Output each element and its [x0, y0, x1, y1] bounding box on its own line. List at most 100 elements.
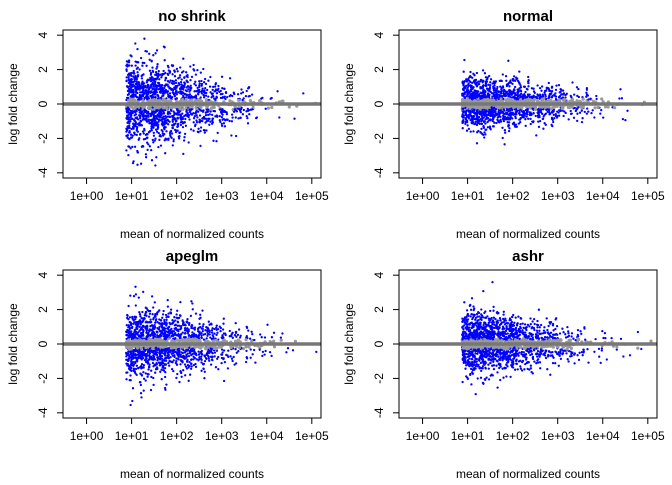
data-point — [129, 147, 131, 149]
data-point — [464, 80, 466, 82]
data-point — [520, 90, 522, 92]
data-point — [519, 84, 521, 86]
data-point — [182, 369, 184, 371]
data-point — [216, 324, 218, 326]
data-point — [478, 83, 480, 85]
data-point — [495, 108, 497, 110]
data-point — [468, 80, 470, 82]
data-point — [207, 95, 209, 97]
data-point — [168, 121, 170, 123]
data-point — [495, 91, 497, 93]
data-point — [184, 374, 186, 376]
y-tick-label: 4 — [36, 32, 50, 39]
data-point — [513, 75, 515, 77]
data-point — [217, 85, 219, 87]
data-point — [160, 144, 162, 146]
data-point — [143, 92, 145, 94]
data-point — [548, 108, 550, 110]
data-point — [176, 68, 178, 70]
data-point — [540, 90, 542, 92]
data-point — [251, 331, 253, 333]
data-point — [211, 123, 213, 125]
data-point — [148, 334, 150, 336]
data-point — [139, 133, 141, 135]
data-point — [480, 131, 482, 133]
data-point — [143, 85, 145, 87]
data-point — [162, 352, 164, 354]
data-point — [167, 362, 169, 364]
data-point — [512, 113, 514, 115]
data-point — [150, 358, 152, 360]
data-point — [215, 140, 217, 142]
data-point — [195, 366, 197, 368]
data-point — [175, 360, 177, 362]
data-point — [259, 333, 261, 335]
data-point — [152, 141, 154, 143]
data-point — [202, 94, 204, 96]
data-point — [186, 321, 188, 323]
data-point — [221, 125, 223, 127]
data-point — [206, 337, 208, 339]
data-point — [132, 323, 134, 325]
data-point — [182, 116, 184, 118]
data-point — [234, 348, 236, 350]
data-point — [488, 90, 490, 92]
data-point — [171, 319, 173, 321]
data-point — [247, 345, 250, 348]
data-point — [154, 52, 156, 54]
data-point — [148, 310, 150, 312]
data-point — [167, 312, 169, 314]
data-point — [520, 117, 522, 119]
data-point — [193, 90, 195, 92]
data-point — [190, 315, 192, 317]
data-point — [494, 97, 496, 99]
data-point — [243, 109, 245, 111]
data-point — [198, 80, 200, 82]
data-point — [158, 70, 160, 72]
data-point — [151, 159, 153, 161]
data-point — [146, 79, 148, 81]
data-point — [144, 109, 146, 111]
data-point — [490, 98, 493, 101]
data-point — [205, 114, 207, 116]
data-point — [134, 329, 136, 331]
data-point — [168, 111, 170, 113]
data-point — [247, 329, 249, 331]
data-point — [192, 68, 194, 70]
data-point — [156, 367, 158, 369]
data-point — [213, 332, 215, 334]
data-point — [189, 374, 191, 376]
data-point — [237, 93, 239, 95]
data-point — [137, 61, 139, 63]
data-point — [160, 369, 162, 371]
data-point — [190, 363, 192, 365]
data-point — [185, 75, 187, 77]
data-point — [138, 330, 140, 332]
data-point — [132, 83, 134, 85]
data-point — [235, 135, 237, 137]
data-point — [245, 361, 247, 363]
data-point — [212, 106, 215, 109]
data-point — [127, 121, 129, 123]
data-point — [210, 348, 212, 350]
data-point — [145, 153, 147, 155]
data-point — [135, 304, 137, 306]
data-point — [151, 125, 153, 127]
data-point — [508, 127, 510, 129]
data-point — [151, 295, 153, 297]
data-point — [148, 366, 150, 368]
data-point — [518, 110, 520, 112]
data-point — [142, 329, 144, 331]
data-point — [537, 120, 539, 122]
data-point — [126, 85, 128, 87]
data-point — [463, 71, 465, 73]
data-point — [221, 123, 223, 125]
data-point — [246, 335, 248, 337]
data-point — [191, 353, 193, 355]
data-point — [600, 97, 603, 100]
data-point — [164, 59, 166, 61]
